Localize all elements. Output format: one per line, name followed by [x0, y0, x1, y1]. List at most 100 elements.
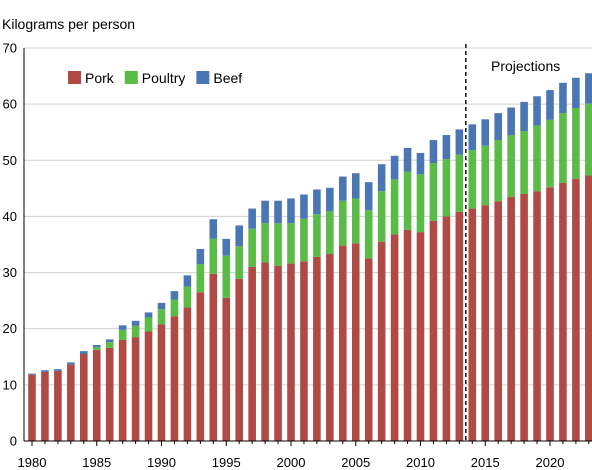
- bar-beef: [261, 200, 269, 224]
- bar-beef: [339, 176, 347, 201]
- bar-pork: [80, 353, 88, 441]
- bar-beef: [546, 90, 554, 120]
- bar-poultry: [274, 223, 282, 266]
- bar-pork: [326, 254, 334, 441]
- projections-annotation: Projections: [491, 58, 560, 74]
- bar-pork: [572, 178, 580, 441]
- bar-pork: [157, 324, 166, 441]
- bar-beef: [351, 173, 360, 199]
- legend-swatch-beef: [196, 71, 210, 84]
- axis-layer: 0 10 20 30 40 50 60 70 1980 1985 1990 1995 2000 2005 2…: [3, 41, 592, 470]
- y-tick-label: 0: [10, 434, 17, 449]
- bar-pork: [170, 316, 179, 441]
- bar-poultry: [364, 210, 373, 259]
- legend-label-pork: Pork: [85, 70, 115, 86]
- bar-beef: [326, 187, 334, 212]
- bar-pork: [585, 175, 592, 441]
- bar-poultry: [481, 145, 490, 206]
- bar-beef: [429, 140, 438, 164]
- bar-pork: [364, 258, 373, 441]
- bar-poultry: [248, 228, 256, 267]
- bar-poultry: [105, 342, 114, 348]
- bar-beef: [520, 101, 528, 132]
- bar-pork: [533, 191, 541, 441]
- bar-poultry: [170, 299, 179, 317]
- bars-layer: [28, 73, 592, 442]
- bar-pork: [300, 261, 308, 441]
- bar-poultry: [533, 125, 541, 192]
- y-tick-label: 60: [3, 97, 17, 112]
- bar-poultry: [507, 135, 515, 197]
- bar-pork: [416, 232, 425, 441]
- bar-poultry: [455, 154, 464, 212]
- bar-pork: [274, 265, 282, 441]
- bar-pork: [546, 187, 554, 441]
- y-tick-label: 30: [3, 265, 17, 280]
- bar-beef: [572, 77, 580, 109]
- legend: Pork Poultry Beef: [68, 70, 242, 86]
- bar-pork: [520, 193, 528, 441]
- bar-poultry: [351, 198, 360, 244]
- bar-pork: [196, 292, 205, 441]
- bar-beef: [248, 208, 256, 229]
- bar-poultry: [559, 113, 567, 183]
- bar-poultry: [235, 246, 243, 279]
- bar-poultry: [442, 159, 451, 217]
- bar-pork: [468, 208, 477, 441]
- bar-pork: [442, 216, 451, 441]
- bar-beef: [300, 194, 308, 219]
- bar-poultry: [403, 171, 412, 230]
- bar-beef: [183, 275, 192, 287]
- bar-beef: [377, 164, 386, 192]
- bar-poultry: [261, 223, 269, 263]
- bar-beef: [92, 345, 101, 348]
- bar-poultry: [183, 286, 192, 308]
- bar-poultry: [520, 131, 528, 194]
- x-tick-label: 2000: [277, 455, 306, 470]
- bar-beef: [274, 200, 282, 224]
- bar-beef: [131, 320, 140, 326]
- bar-pork: [28, 374, 36, 441]
- bar-beef: [313, 189, 321, 215]
- bar-pork: [261, 262, 269, 441]
- bar-poultry: [144, 317, 153, 332]
- x-tick-label: 2005: [341, 455, 370, 470]
- x-tick-label: 1995: [212, 455, 241, 470]
- bar-beef: [559, 82, 567, 114]
- bar-pork: [351, 243, 360, 441]
- bar-beef: [468, 124, 477, 151]
- bar-poultry: [546, 119, 554, 188]
- bar-beef: [235, 225, 243, 247]
- bar-poultry: [468, 150, 477, 209]
- bar-beef: [416, 152, 425, 175]
- bar-beef: [118, 325, 127, 330]
- bar-poultry: [390, 179, 399, 235]
- bar-beef: [28, 373, 36, 375]
- bar-poultry: [416, 174, 425, 233]
- bar-poultry: [196, 264, 205, 293]
- bar-pork: [455, 211, 464, 441]
- x-tick-label: 1990: [147, 455, 176, 470]
- bar-pork: [287, 263, 295, 441]
- x-tick-label: 1985: [82, 455, 111, 470]
- bar-pork: [131, 337, 140, 441]
- bar-beef: [41, 370, 49, 372]
- bar-pork: [494, 201, 502, 441]
- bar-pork: [339, 245, 347, 441]
- bar-poultry: [572, 108, 580, 179]
- bar-pork: [507, 196, 515, 441]
- bar-pork: [559, 182, 567, 442]
- bar-poultry: [494, 140, 502, 202]
- bar-beef: [481, 119, 490, 146]
- bar-beef: [442, 135, 451, 160]
- bar-pork: [403, 229, 412, 441]
- bar-poultry: [326, 211, 334, 255]
- legend-swatch-poultry: [124, 71, 138, 84]
- bar-pork: [248, 266, 256, 441]
- bar-pork: [313, 256, 321, 441]
- bar-poultry: [157, 309, 166, 325]
- bar-beef: [67, 362, 75, 365]
- bar-beef: [533, 96, 541, 126]
